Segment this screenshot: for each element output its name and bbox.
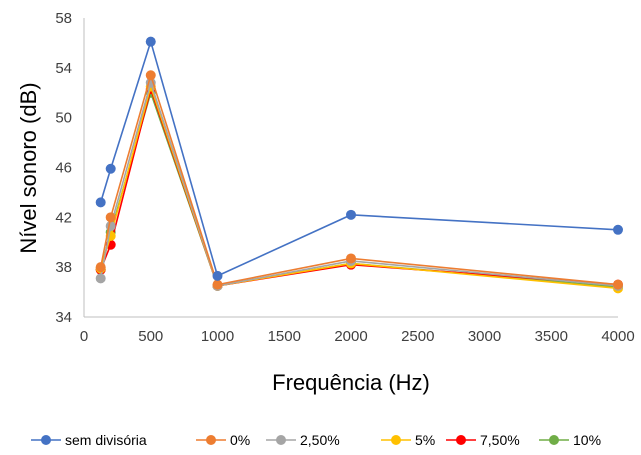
series-0 — [95, 36, 623, 281]
data-point — [95, 197, 106, 208]
legend-label: 2,50% — [300, 432, 340, 448]
data-point — [346, 253, 356, 264]
series-line — [99, 72, 619, 286]
legend-item: 5% — [381, 432, 435, 448]
legend-item: 10% — [539, 432, 601, 448]
x-tick-label: 2500 — [401, 328, 434, 345]
legend-marker — [276, 435, 286, 445]
data-point — [212, 270, 223, 281]
x-axis-title: Frequência (Hz) — [272, 370, 430, 395]
legend-label: sem divisória — [65, 432, 147, 448]
series-line — [99, 86, 619, 287]
data-point — [95, 262, 106, 273]
x-tick-label: 1000 — [201, 328, 234, 345]
x-tick-label: 0 — [80, 328, 88, 345]
legend-item: 0% — [196, 432, 250, 448]
data-point — [346, 209, 356, 220]
legend-marker — [41, 435, 51, 445]
data-point — [105, 163, 116, 174]
legend-item: 7,50% — [446, 432, 520, 448]
series-line — [99, 90, 619, 288]
y-tick-label: 34 — [55, 309, 72, 326]
legend-marker — [206, 435, 216, 445]
x-tick-label: 2000 — [334, 328, 367, 345]
legend-marker — [456, 435, 466, 445]
series-line — [99, 80, 619, 287]
y-tick-label: 38 — [55, 259, 72, 276]
data-point — [613, 279, 623, 290]
y-tick-label: 58 — [55, 10, 72, 27]
x-tick-label: 1500 — [268, 328, 301, 345]
data-point — [613, 224, 623, 235]
legend-label: 10% — [573, 432, 601, 448]
y-tick-labels: 34 38 42 46 50 54 58 — [55, 10, 72, 326]
x-tick-label: 4000 — [601, 328, 634, 345]
legend: sem divisória 0% 2,50% 5% 7,50% 10% — [31, 432, 601, 448]
legend-label: 0% — [230, 432, 250, 448]
y-tick-label: 46 — [55, 160, 72, 177]
data-point — [105, 221, 116, 232]
x-tick-label: 3000 — [468, 328, 501, 345]
data-point — [145, 70, 156, 81]
legend-label: 5% — [415, 432, 435, 448]
y-tick-label: 50 — [55, 110, 72, 127]
y-tick-label: 54 — [55, 60, 72, 77]
legend-item: 2,50% — [266, 432, 340, 448]
legend-label: 7,50% — [480, 432, 520, 448]
legend-item: sem divisória — [31, 432, 147, 448]
legend-marker — [549, 435, 559, 445]
series-1 — [95, 70, 623, 290]
x-tick-label: 500 — [138, 328, 163, 345]
legend-marker — [391, 435, 401, 445]
x-tick-labels: 0 500 1000 1500 2000 2500 3000 3500 4000 — [80, 328, 635, 345]
series-line — [99, 38, 619, 278]
data-point — [105, 212, 116, 223]
plot-area — [95, 36, 623, 294]
axes — [83, 18, 618, 318]
x-tick-label: 3500 — [535, 328, 568, 345]
series-line — [99, 83, 619, 290]
data-point — [145, 36, 156, 47]
data-point — [212, 279, 223, 290]
data-point — [95, 273, 106, 284]
y-axis-title: Nível sonoro (dB) — [16, 82, 41, 253]
y-tick-label: 42 — [55, 209, 72, 226]
